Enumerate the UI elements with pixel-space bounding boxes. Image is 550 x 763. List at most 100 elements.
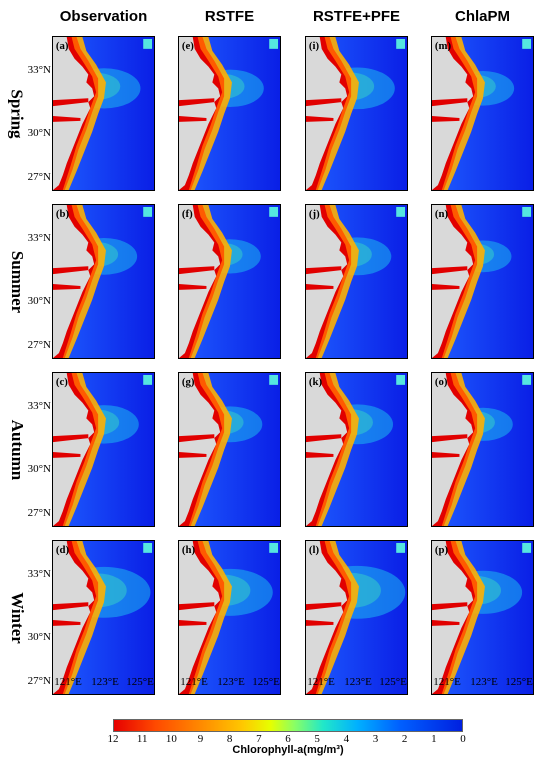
estuary	[179, 115, 207, 122]
map-svg: (g)	[179, 373, 280, 526]
panel-label: (l)	[309, 544, 320, 556]
estuary	[53, 283, 81, 290]
colorbar-tick-label: 1	[431, 733, 437, 745]
column-title: Observation	[59, 8, 148, 25]
map-svg: (d)	[53, 541, 154, 694]
lon-tick-label: 121°E	[180, 676, 208, 688]
corner-patch	[396, 206, 406, 217]
corner-patch	[522, 206, 532, 217]
map-svg: (c)	[53, 373, 154, 526]
estuary	[432, 266, 468, 275]
lat-tick-label: 33°N	[27, 232, 51, 244]
lon-tick-label: 121°E	[433, 676, 461, 688]
land	[53, 541, 95, 694]
lon-tick-label: 123°E	[91, 676, 119, 688]
map-svg: (l)	[306, 541, 407, 694]
colorbar-tick-label: 9	[197, 733, 204, 745]
estuary	[179, 266, 215, 275]
map-panel: (l)	[305, 540, 408, 695]
lon-tick-label: 123°E	[217, 676, 245, 688]
estuary	[306, 451, 334, 458]
map-svg: (k)	[306, 373, 407, 526]
panel-label: (k)	[309, 376, 323, 388]
colorbar-tick-label: 6	[285, 733, 291, 745]
map-panel: (p)	[431, 540, 534, 695]
map-panel: (o)	[431, 372, 534, 527]
colorbar-tick-label: 10	[165, 733, 177, 745]
map-svg: (b)	[53, 205, 154, 358]
map-panel: (n)	[431, 204, 534, 359]
panel-label: (o)	[435, 376, 448, 388]
colorbar	[113, 719, 463, 732]
estuary	[306, 602, 342, 611]
estuary	[306, 98, 342, 107]
panel-label: (m)	[435, 40, 452, 52]
lon-tick-label: 125°E	[379, 676, 407, 688]
corner-patch	[522, 374, 532, 385]
map-svg: (m)	[432, 37, 533, 190]
land	[432, 205, 474, 358]
map-panel: (h)	[178, 540, 281, 695]
corner-patch	[396, 38, 406, 49]
estuary	[432, 451, 460, 458]
map-panel: (b)	[52, 204, 155, 359]
colorbar-tick-label: 2	[401, 733, 408, 745]
map-panel: (g)	[178, 372, 281, 527]
estuary	[432, 619, 460, 626]
lat-tick-label: 27°N	[27, 675, 51, 687]
land	[432, 541, 474, 694]
estuary	[53, 602, 89, 611]
panel-label: (i)	[309, 40, 320, 52]
lat-tick-label: 33°N	[27, 400, 51, 412]
corner-patch	[143, 542, 153, 553]
estuary	[432, 283, 460, 290]
estuary	[53, 115, 81, 122]
estuary	[53, 266, 89, 275]
estuary	[179, 602, 215, 611]
lon-tick-label: 121°E	[54, 676, 82, 688]
map-svg: (o)	[432, 373, 533, 526]
corner-patch	[269, 374, 279, 385]
lat-tick-label: 30°N	[27, 631, 51, 643]
lat-tick-label: 27°N	[27, 507, 51, 519]
estuary	[432, 115, 460, 122]
lon-tick-label: 123°E	[344, 676, 372, 688]
colorbar-tick-label: 12	[107, 733, 119, 745]
lat-tick-label: 33°N	[27, 568, 51, 580]
corner-patch	[143, 374, 153, 385]
column-title: RSTFE+PFE	[312, 8, 401, 25]
map-svg: (i)	[306, 37, 407, 190]
land	[306, 541, 348, 694]
land	[306, 205, 348, 358]
corner-patch	[396, 542, 406, 553]
lat-tick-label: 27°N	[27, 171, 51, 183]
estuary	[53, 619, 81, 626]
panel-label: (f)	[182, 208, 193, 220]
map-panel: (i)	[305, 36, 408, 191]
land	[306, 37, 348, 190]
map-svg: (h)	[179, 541, 280, 694]
panel-label: (n)	[435, 208, 449, 220]
map-svg: (p)	[432, 541, 533, 694]
lat-tick-label: 27°N	[27, 339, 51, 351]
panel-label: (b)	[56, 208, 70, 220]
lat-tick-label: 33°N	[27, 64, 51, 76]
colorbar-tick-label: 7	[256, 733, 262, 745]
land	[53, 205, 95, 358]
map-panel: (f)	[178, 204, 281, 359]
land	[432, 37, 474, 190]
row-title: Winter	[2, 540, 32, 695]
corner-patch	[396, 374, 406, 385]
corner-patch	[269, 206, 279, 217]
land	[53, 373, 95, 526]
lat-tick-label: 30°N	[27, 127, 51, 139]
land	[53, 37, 95, 190]
corner-patch	[269, 38, 279, 49]
map-svg: (a)	[53, 37, 154, 190]
corner-patch	[522, 542, 532, 553]
colorbar-tick-label: 3	[372, 733, 379, 745]
colorbar-tick-label: 11	[136, 733, 148, 745]
row-title: Autumn	[2, 372, 32, 527]
corner-patch	[143, 206, 153, 217]
land	[179, 37, 221, 190]
